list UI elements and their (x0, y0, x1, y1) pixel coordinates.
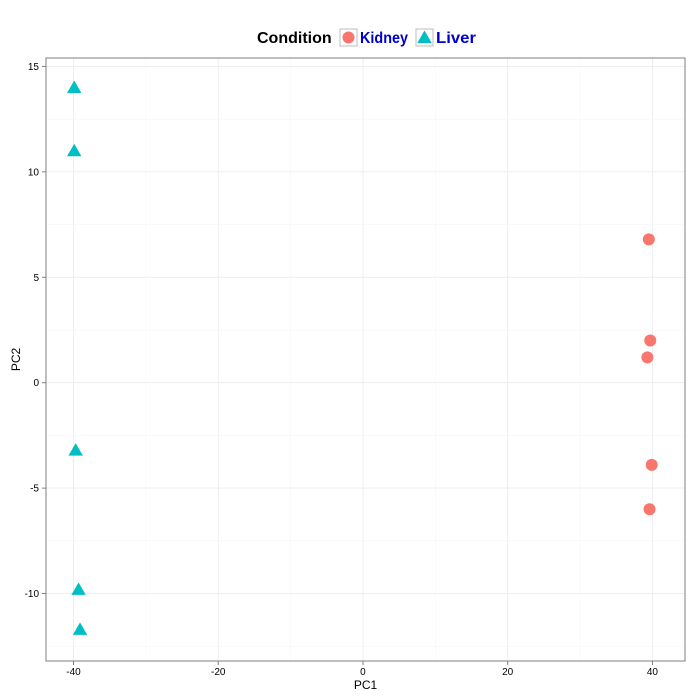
legend-label-liver: Liver (436, 30, 476, 47)
x-axis-title: PC1 (354, 678, 378, 692)
liver-point (72, 622, 88, 635)
liver-point (68, 443, 83, 456)
kidney-point (644, 334, 657, 347)
axes: -40 -20 0 20 40 15 10 5 0 -5 -10 (25, 62, 659, 678)
grid (46, 58, 685, 661)
y-tick-label: 0 (33, 378, 39, 389)
y-tick-label: 15 (28, 62, 40, 73)
plot-panel (46, 58, 685, 661)
kidney-point (641, 351, 654, 364)
legend-marker-liver (417, 30, 432, 43)
series-liver (67, 80, 88, 635)
legend: Condition Kidney Liver (257, 28, 476, 47)
x-tick-label: 40 (647, 667, 659, 678)
y-axis-title: PC2 (9, 348, 23, 372)
legend-title: Condition (257, 30, 332, 47)
y-tick-label: 10 (28, 167, 40, 178)
kidney-point (643, 503, 656, 516)
y-tick-label: -5 (30, 484, 39, 495)
legend-label-kidney: Kidney (360, 30, 408, 47)
liver-point (67, 80, 82, 94)
kidney-point (645, 458, 658, 471)
y-tick-label: 5 (33, 273, 39, 284)
liver-point (67, 143, 82, 157)
x-tick-label: -20 (211, 667, 226, 678)
panel-border (45, 57, 686, 662)
x-tick-label: 0 (360, 667, 366, 678)
x-tick-label: -40 (66, 667, 81, 678)
data-points (67, 80, 658, 635)
liver-point (71, 582, 86, 595)
kidney-point (642, 233, 655, 246)
legend-marker-kidney (342, 31, 355, 44)
y-tick-label: -10 (25, 589, 40, 600)
x-tick-label: 20 (502, 667, 514, 678)
series-kidney (641, 233, 658, 516)
